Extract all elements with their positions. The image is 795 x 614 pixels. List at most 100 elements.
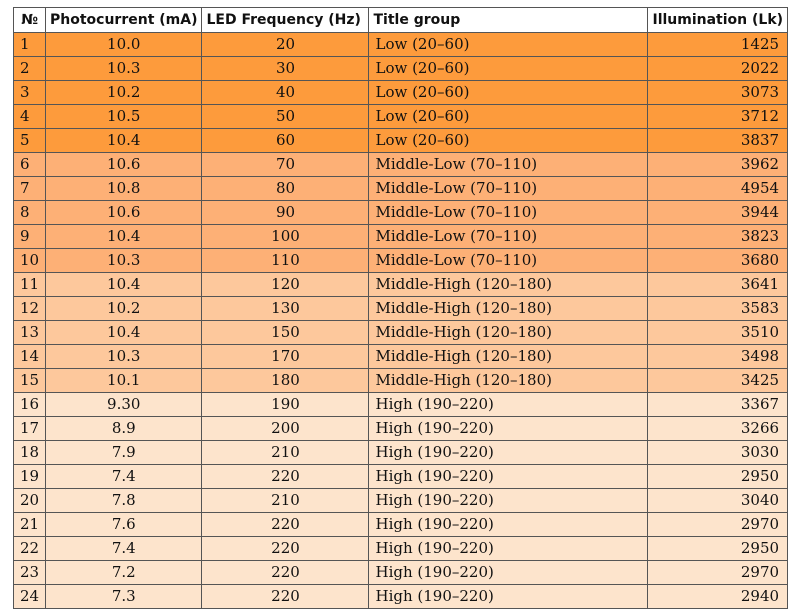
cell-number: 9 — [13, 224, 46, 249]
cell-illumination: 3962 — [647, 152, 789, 177]
cell-illumination: 1425 — [647, 32, 789, 57]
table-row: 17 8.9 200 High (190–220) 3266 — [13, 416, 789, 441]
cell-illumination: 4954 — [647, 176, 789, 201]
cell-led-frequency: 20 — [201, 32, 370, 57]
cell-illumination: 2940 — [647, 584, 789, 609]
cell-photocurrent: 10.4 — [44, 128, 203, 153]
table-row: 12 10.2 130 Middle-High (120–180) 3583 — [13, 296, 789, 321]
cell-illumination: 3425 — [647, 368, 789, 393]
cell-illumination: 2950 — [647, 464, 789, 489]
cell-illumination: 3823 — [647, 224, 789, 249]
data-table: № Photocurrent (mA) LED Frequency (Hz) T… — [13, 7, 789, 609]
cell-illumination: 3510 — [647, 320, 789, 345]
table-row: 21 7.6 220 High (190–220) 2970 — [13, 512, 789, 537]
cell-illumination: 3837 — [647, 128, 789, 153]
cell-number: 11 — [13, 272, 46, 297]
table-row: 16 9.30 190 High (190–220) 3367 — [13, 392, 789, 417]
cell-photocurrent: 10.3 — [44, 56, 203, 81]
cell-led-frequency: 200 — [201, 416, 370, 441]
cell-number: 7 — [13, 176, 46, 201]
cell-photocurrent: 10.6 — [44, 200, 203, 225]
cell-photocurrent: 10.2 — [44, 80, 203, 105]
cell-title-group: Low (20–60) — [368, 32, 649, 57]
cell-number: 23 — [13, 560, 46, 585]
cell-number: 14 — [13, 344, 46, 369]
cell-number: 12 — [13, 296, 46, 321]
cell-title-group: High (190–220) — [368, 416, 649, 441]
cell-title-group: High (190–220) — [368, 560, 649, 585]
cell-photocurrent: 10.2 — [44, 296, 203, 321]
cell-illumination: 2970 — [647, 512, 789, 537]
cell-illumination: 3073 — [647, 80, 789, 105]
table-row: 7 10.8 80 Middle-Low (70–110) 4954 — [13, 176, 789, 201]
table-row: 19 7.4 220 High (190–220) 2950 — [13, 464, 789, 489]
cell-title-group: Middle-High (120–180) — [368, 344, 649, 369]
cell-title-group: Low (20–60) — [368, 104, 649, 129]
header-led-frequency: LED Frequency (Hz) — [201, 7, 370, 33]
cell-photocurrent: 7.4 — [44, 464, 203, 489]
cell-title-group: High (190–220) — [368, 512, 649, 537]
cell-title-group: Low (20–60) — [368, 56, 649, 81]
cell-title-group: Middle-High (120–180) — [368, 368, 649, 393]
table-row: 2 10.3 30 Low (20–60) 2022 — [13, 56, 789, 81]
cell-illumination: 3040 — [647, 488, 789, 513]
cell-illumination: 3498 — [647, 344, 789, 369]
cell-title-group: High (190–220) — [368, 584, 649, 609]
cell-photocurrent: 10.1 — [44, 368, 203, 393]
cell-photocurrent: 7.2 — [44, 560, 203, 585]
cell-led-frequency: 60 — [201, 128, 370, 153]
cell-number: 24 — [13, 584, 46, 609]
table-row: 3 10.2 40 Low (20–60) 3073 — [13, 80, 789, 105]
cell-number: 8 — [13, 200, 46, 225]
table-row: 9 10.4 100 Middle-Low (70–110) 3823 — [13, 224, 789, 249]
cell-number: 19 — [13, 464, 46, 489]
header-illumination: Illumination (Lk) — [647, 7, 789, 33]
cell-photocurrent: 10.8 — [44, 176, 203, 201]
cell-title-group: High (190–220) — [368, 440, 649, 465]
cell-illumination: 3583 — [647, 296, 789, 321]
cell-led-frequency: 220 — [201, 512, 370, 537]
cell-number: 6 — [13, 152, 46, 177]
cell-title-group: Middle-Low (70–110) — [368, 248, 649, 273]
cell-number: 16 — [13, 392, 46, 417]
cell-illumination: 3266 — [647, 416, 789, 441]
cell-title-group: High (190–220) — [368, 464, 649, 489]
cell-title-group: High (190–220) — [368, 488, 649, 513]
header-title-group: Title group — [368, 7, 649, 33]
cell-led-frequency: 170 — [201, 344, 370, 369]
cell-led-frequency: 50 — [201, 104, 370, 129]
table-row: 24 7.3 220 High (190–220) 2940 — [13, 584, 789, 609]
cell-illumination: 3680 — [647, 248, 789, 273]
cell-photocurrent: 9.30 — [44, 392, 203, 417]
table-row: 20 7.8 210 High (190–220) 3040 — [13, 488, 789, 513]
cell-number: 20 — [13, 488, 46, 513]
cell-led-frequency: 100 — [201, 224, 370, 249]
table-row: 8 10.6 90 Middle-Low (70–110) 3944 — [13, 200, 789, 225]
header-row: № Photocurrent (mA) LED Frequency (Hz) T… — [13, 7, 789, 33]
cell-number: 1 — [13, 32, 46, 57]
cell-led-frequency: 40 — [201, 80, 370, 105]
table-row: 10 10.3 110 Middle-Low (70–110) 3680 — [13, 248, 789, 273]
cell-illumination: 3712 — [647, 104, 789, 129]
table-row: 15 10.1 180 Middle-High (120–180) 3425 — [13, 368, 789, 393]
cell-photocurrent: 10.4 — [44, 272, 203, 297]
cell-photocurrent: 7.8 — [44, 488, 203, 513]
header-number: № — [13, 7, 46, 33]
cell-photocurrent: 10.4 — [44, 320, 203, 345]
cell-number: 5 — [13, 128, 46, 153]
cell-title-group: Middle-High (120–180) — [368, 320, 649, 345]
cell-title-group: Middle-Low (70–110) — [368, 152, 649, 177]
cell-photocurrent: 10.3 — [44, 248, 203, 273]
table-row: 14 10.3 170 Middle-High (120–180) 3498 — [13, 344, 789, 369]
cell-photocurrent: 10.4 — [44, 224, 203, 249]
cell-number: 13 — [13, 320, 46, 345]
cell-led-frequency: 210 — [201, 440, 370, 465]
cell-photocurrent: 10.0 — [44, 32, 203, 57]
cell-led-frequency: 90 — [201, 200, 370, 225]
cell-number: 21 — [13, 512, 46, 537]
cell-title-group: Low (20–60) — [368, 80, 649, 105]
cell-photocurrent: 10.3 — [44, 344, 203, 369]
cell-photocurrent: 7.4 — [44, 536, 203, 561]
cell-photocurrent: 7.6 — [44, 512, 203, 537]
cell-led-frequency: 30 — [201, 56, 370, 81]
